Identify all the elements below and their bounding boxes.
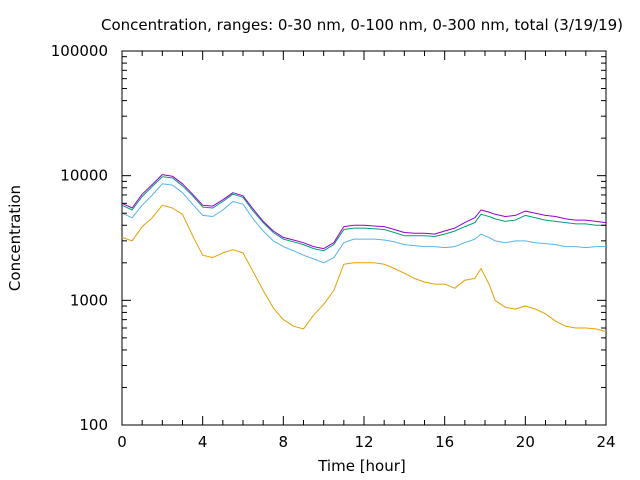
y-tick-label: 10000	[60, 167, 108, 185]
x-tick-label: 24	[596, 433, 615, 451]
x-tick-label: 4	[198, 433, 208, 451]
x-tick-label: 16	[435, 433, 454, 451]
series-line-2	[121, 183, 606, 264]
x-axis-label: Time [hour]	[317, 457, 406, 475]
y-tick-label: 100	[79, 416, 108, 434]
y-tick-labels: 100 1000 10000 100000	[51, 42, 108, 434]
y-tick-label: 1000	[70, 291, 108, 309]
series-group	[121, 174, 607, 333]
series-line-4	[121, 174, 607, 250]
y-tick-label: 100000	[51, 42, 108, 60]
y-axis-label: Concentration	[6, 185, 24, 291]
x-tick-labels: 0 4 8 12 16 20 24	[117, 433, 615, 451]
plot-frame	[121, 50, 607, 426]
series-line-3	[121, 176, 606, 252]
series-line-1	[121, 204, 607, 333]
chart-title: Concentration, ranges: 0-30 nm, 0-100 nm…	[101, 16, 623, 34]
ticks-group	[121, 50, 607, 426]
x-tick-label: 20	[516, 433, 535, 451]
x-tick-label: 12	[354, 433, 373, 451]
x-tick-label: 8	[279, 433, 289, 451]
x-tick-label: 0	[117, 433, 127, 451]
